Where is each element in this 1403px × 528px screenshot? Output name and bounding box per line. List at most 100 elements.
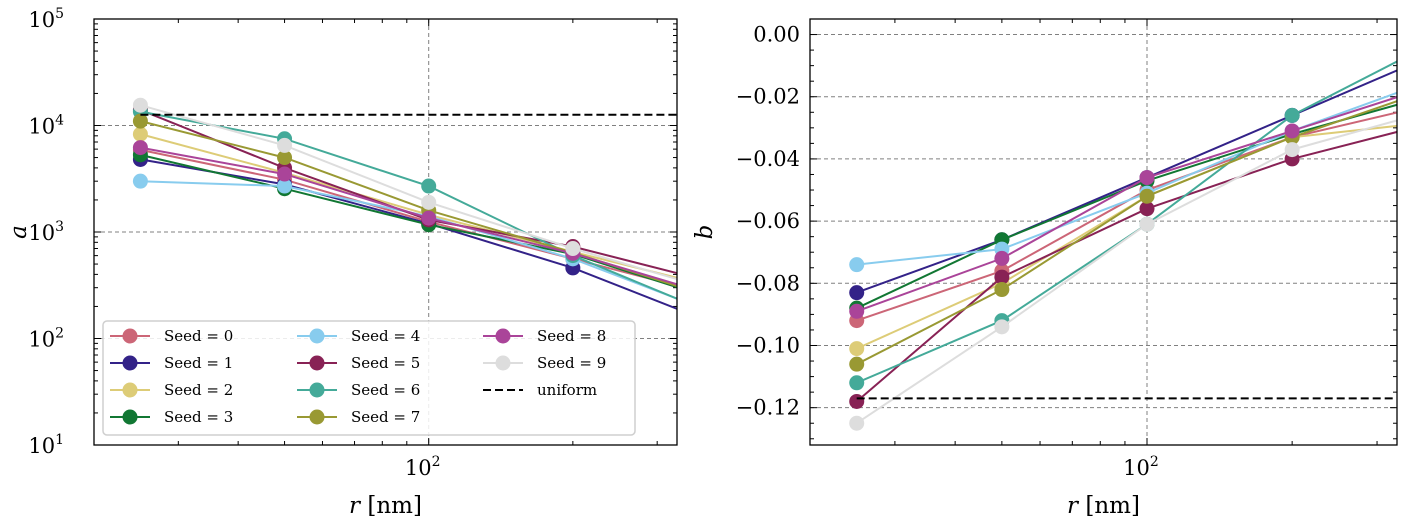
legend-label-seed-2: Seed = 2 [164,381,233,399]
x-tick-label-0: 102 [405,454,441,480]
chart-panel-b: 102 0.00 −0.02 −0.04 −0.06 −0.08 −0.10 −0.12 r [… [692,18,1398,519]
y-tick-label-0: 0.00 [753,23,800,47]
y-tick-label-2: −0.04 [736,147,800,171]
legend-marker-seed-0 [122,328,138,344]
x-tick-label-0: 102 [1123,454,1159,480]
data-point-seed-8-1 [994,250,1010,266]
x-axis-label-var: r [349,493,362,519]
legend-marker-seed-4 [309,328,325,344]
y-tick-label-0: 101 [28,432,64,458]
data-point-seed-2-4 [710,280,725,295]
y-tick-label-2-base: 10 [28,221,55,245]
legend-marker-seed-1 [122,355,138,371]
legend-marker-seed-9 [495,355,511,371]
plot-frame [93,18,678,446]
x-tick-label-0-base: 10 [405,456,432,480]
ticks [809,19,1397,445]
y-tick-label-4-exponent: 5 [55,6,64,22]
legend-label-seed-4: Seed = 4 [351,327,420,345]
legend-label-uniform: uniform [537,381,597,399]
data-point-seed-4-0 [849,257,865,273]
legend-box [102,320,636,436]
legend-label-seed-3: Seed = 3 [164,408,233,426]
x-axis-label-unit: [nm] [1078,493,1140,519]
legend-marker-seed-3 [122,409,138,425]
data-point-seed-7-1 [994,282,1010,298]
y-tick-label-1-exponent: 2 [55,326,64,342]
data-point-seed-5-0 [849,393,865,409]
data-point-seed-5-2 [1139,201,1155,217]
ticks [93,18,677,446]
data-point-seed-1-0 [849,285,865,301]
data-point-seed-6-0 [849,375,865,391]
y-tick-label-2: 103 [28,219,64,245]
data-point-seed-8-2 [421,210,437,226]
legend-label-seed-0: Seed = 0 [164,327,233,345]
data-point-seed-8-1 [277,166,293,182]
y-tick-label-0-base: 10 [28,434,55,458]
data-point-seed-9-2 [421,194,437,210]
data-point-seed-5-1 [994,269,1010,285]
series-group [132,97,725,332]
data-point-seed-9-4 [710,283,725,298]
data-point-seed-3-4 [710,292,725,307]
x-tick-label-0-exponent: 2 [432,454,441,470]
legend-label-seed-9: Seed = 9 [537,354,606,372]
y-tick-label-6: −0.12 [736,396,800,420]
y-tick-label-0-exponent: 1 [55,432,64,448]
data-point-seed-9-2 [1139,216,1155,232]
plot-frame [809,18,1398,446]
series-line-seed-8 [856,96,1397,313]
data-point-seed-6-4 [710,308,725,323]
x-tick-label-0-exponent: 2 [1150,454,1159,470]
data-point-seed-6-3 [1284,107,1300,123]
data-point-seed-8-0 [132,140,148,156]
legend-marker-seed-6 [309,382,325,398]
data-point-seed-7-1 [277,150,293,166]
data-point-seed-9-1 [994,319,1010,335]
data-point-seed-4-4 [710,306,725,321]
data-point-seed-9-3 [1284,142,1300,158]
legend-marker-seed-8 [495,328,511,344]
data-point-seed-8-0 [849,303,865,319]
y-tick-label-1: 102 [28,326,64,352]
x-axis-label: r [nm] [349,493,422,519]
legend-label-seed-6: Seed = 6 [351,381,420,399]
data-point-seed-7-4 [710,291,725,306]
y-axis-label: a [6,225,32,239]
data-point-seed-4-1 [277,178,293,194]
x-tick-label-0-base: 10 [1123,456,1150,480]
y-tick-label-3: 104 [28,113,64,139]
data-point-seed-8-3 [1284,123,1300,139]
data-point-seed-9-0 [849,415,865,431]
legend-label-seed-8: Seed = 8 [537,327,606,345]
legend: Seed = 0 Seed = 1 Seed = 2 Seed = 3 Seed = 4… [102,320,636,436]
x-axis-label-unit: [nm] [360,493,422,519]
x-axis-label: r [nm] [1067,493,1140,519]
data-point-seed-5-4 [710,276,725,291]
series-line-seed-5 [856,130,1397,403]
legend-label-seed-5: Seed = 5 [351,354,420,372]
series-line-seed-9 [856,119,1397,425]
data-point-seed-8-4 [710,289,725,304]
legend-label-seed-1: Seed = 1 [164,354,233,372]
data-point-seed-9-0 [132,97,148,113]
data-point-seed-7-2 [1139,188,1155,204]
series-group [849,60,1397,431]
y-tick-label-1-base: 10 [28,328,55,352]
y-tick-label-4: 105 [28,6,64,32]
grid [810,19,1397,445]
series-line-seed-3 [856,103,1397,310]
series-line-seed-7 [856,100,1397,366]
y-tick-label-2-exponent: 3 [55,219,64,235]
legend-marker-seed-2 [122,382,138,398]
data-point-seed-0-4 [710,289,725,304]
data-point-seed-7-0 [132,113,148,129]
data-point-seed-1-4 [710,317,725,332]
data-point-seed-7-0 [849,356,865,372]
y-tick-label-1: −0.02 [736,85,800,109]
y-tick-label-3-base: 10 [28,115,55,139]
data-point-seed-9-3 [565,240,581,256]
